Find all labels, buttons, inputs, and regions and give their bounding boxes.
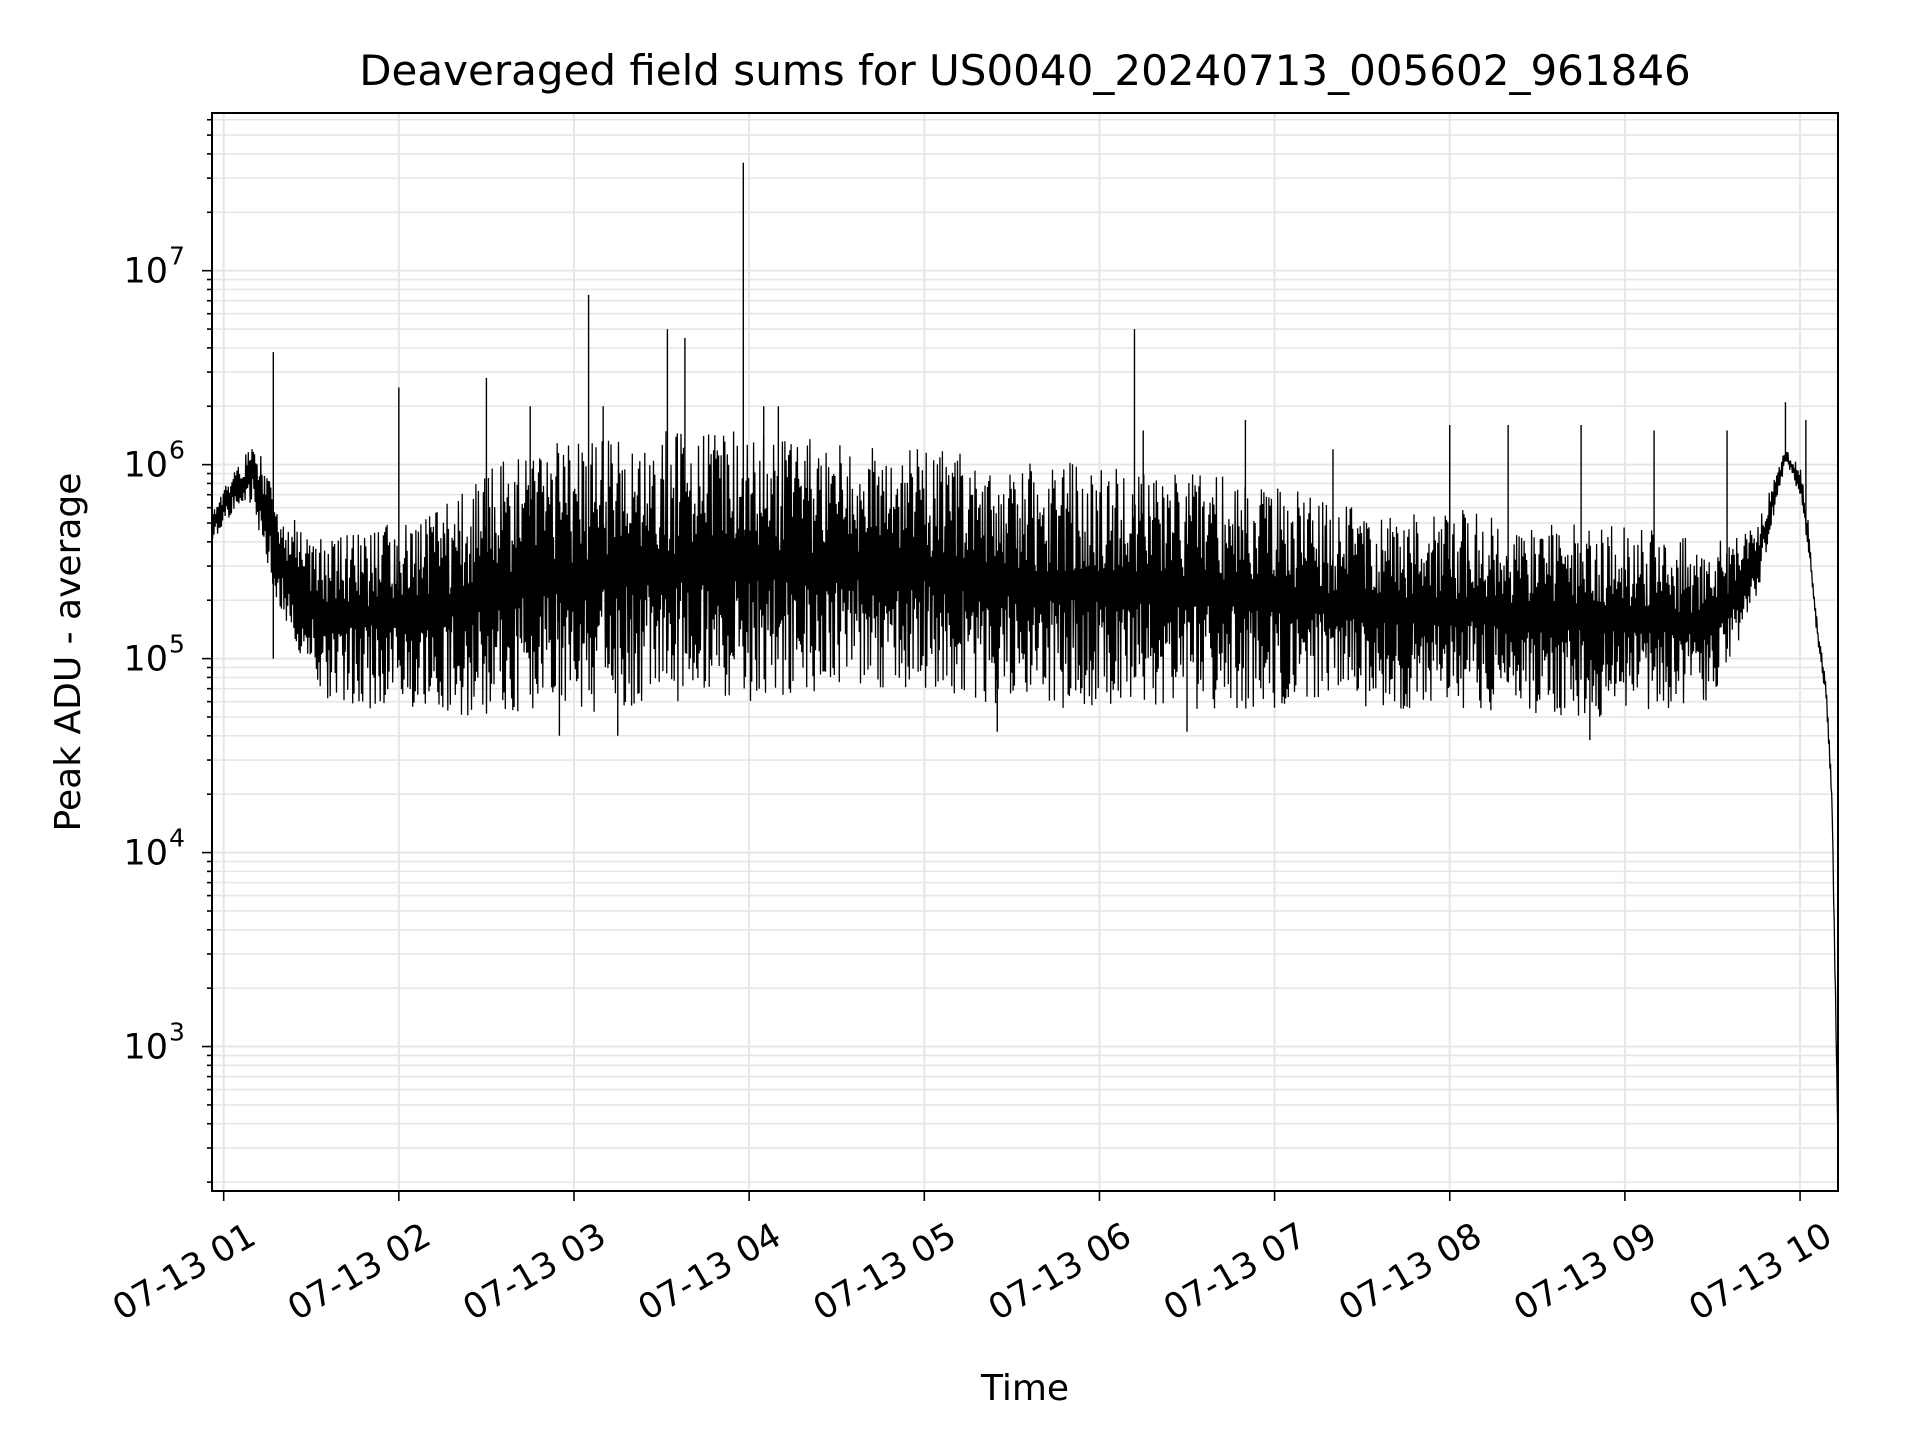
- y-tick-base: 10: [123, 640, 168, 680]
- y-tick-exponent: 7: [169, 242, 185, 271]
- y-tick-exponent: 4: [169, 824, 185, 853]
- series-line: [211, 431, 1839, 1149]
- y-tick-base: 10: [123, 252, 168, 292]
- chart-title: Deaveraged field sums for US0040_2024071…: [359, 46, 1691, 95]
- x-axis-label: Time: [980, 1368, 1069, 1409]
- y-tick-base: 10: [123, 446, 168, 486]
- y-axis-label: Peak ADU - average: [48, 473, 89, 832]
- y-tick-exponent: 5: [169, 630, 185, 659]
- plot-frame: [211, 112, 1839, 1192]
- y-tick-label: 10: [123, 640, 168, 680]
- y-tick-label: 10: [123, 834, 168, 874]
- y-tick-exponent: 3: [169, 1018, 185, 1047]
- y-tick-label: 10: [123, 1028, 168, 1068]
- series-layer: [211, 162, 1839, 1149]
- y-tick-label: 10: [123, 446, 168, 486]
- y-tick-base: 10: [123, 834, 168, 874]
- y-tick-exponent: 6: [169, 436, 185, 465]
- y-tick-base: 10: [123, 1028, 168, 1068]
- y-tick-label: 10: [123, 252, 168, 292]
- grid: [212, 113, 1838, 1191]
